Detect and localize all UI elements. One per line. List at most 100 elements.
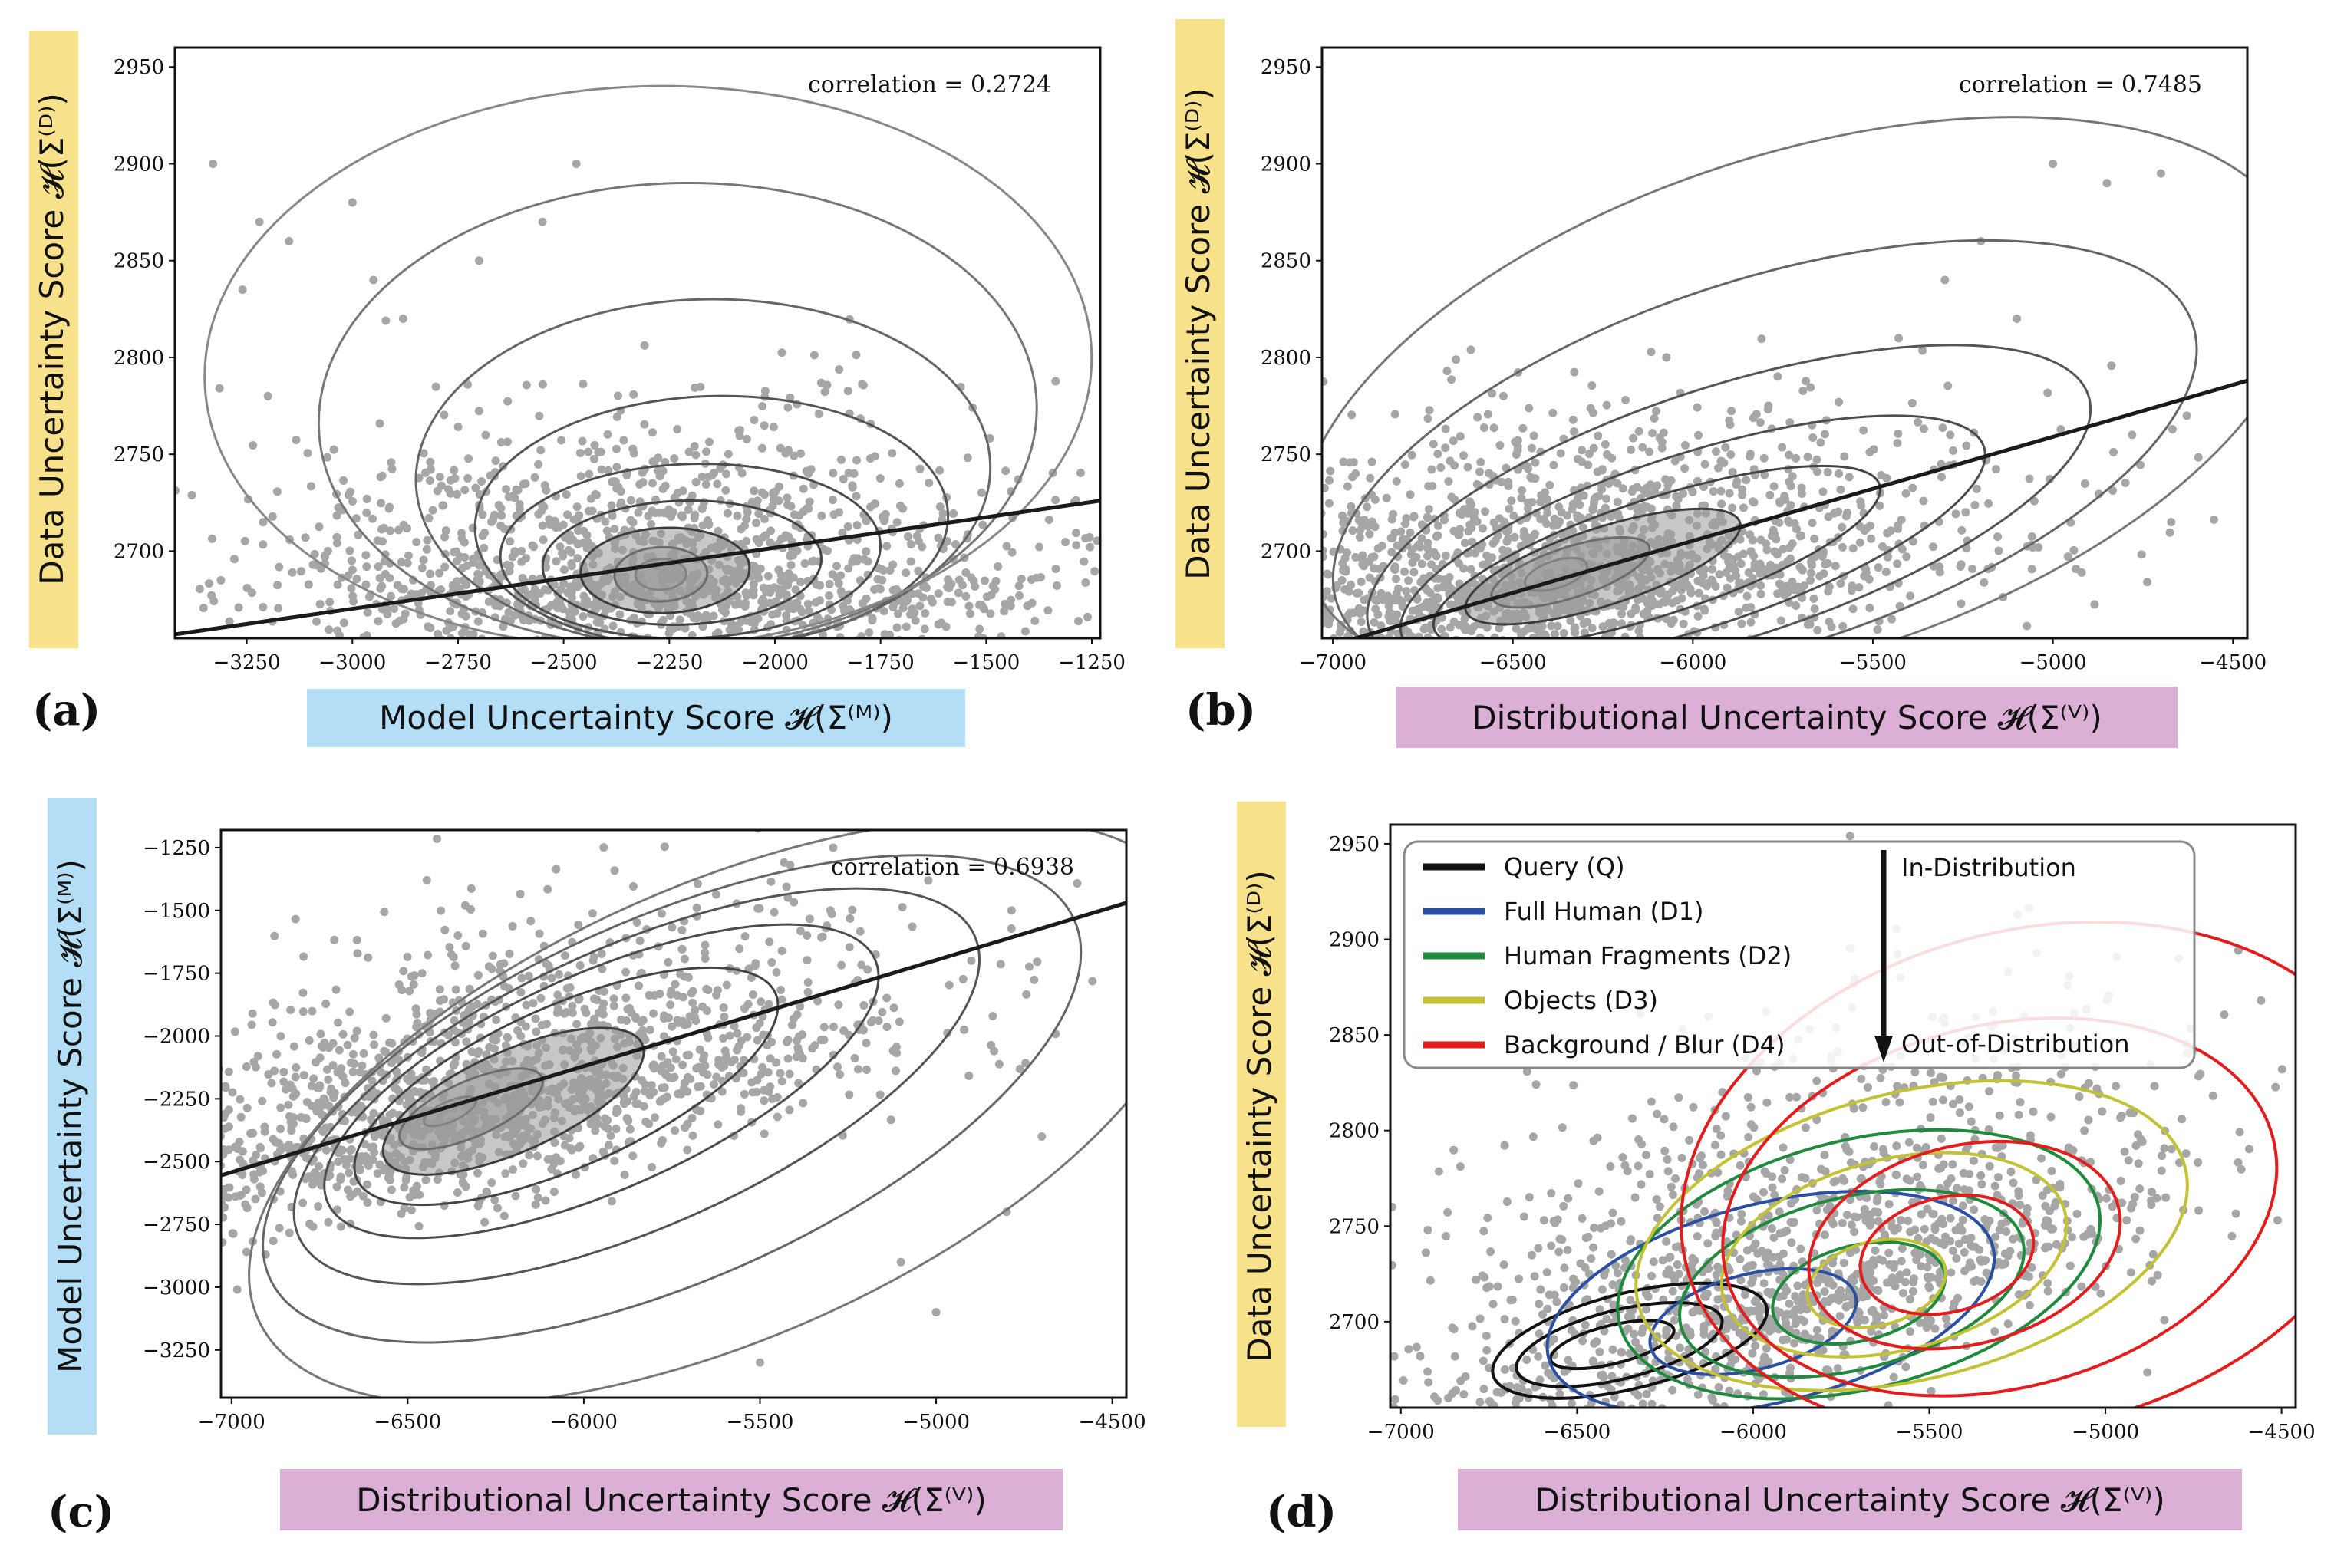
data-point <box>532 635 541 644</box>
data-point <box>485 1043 493 1052</box>
data-point <box>101 1185 110 1194</box>
data-point <box>2329 466 2338 474</box>
data-point <box>492 1016 500 1024</box>
data-point <box>1813 626 1821 634</box>
data-point <box>25 1049 33 1057</box>
data-point <box>785 576 793 585</box>
data-point <box>731 601 740 609</box>
data-point <box>305 1036 314 1045</box>
data-point <box>1404 576 1413 585</box>
data-point <box>248 1020 256 1029</box>
data-point <box>509 922 517 931</box>
data-point <box>823 547 832 555</box>
data-point <box>734 512 742 520</box>
data-point <box>766 1054 774 1062</box>
data-point <box>1243 580 1251 588</box>
data-point <box>770 908 779 917</box>
data-point <box>949 509 958 518</box>
data-point <box>377 473 385 481</box>
data-point <box>1551 644 1560 652</box>
data-point <box>1597 670 1606 679</box>
data-point <box>760 1130 769 1138</box>
data-point <box>826 580 834 588</box>
data-point <box>1233 617 1241 625</box>
data-point <box>1894 430 1902 438</box>
data-point <box>440 995 448 1003</box>
data-point <box>1680 464 1689 473</box>
data-point <box>832 574 841 582</box>
data-point <box>1612 657 1620 666</box>
data-point <box>1584 461 1592 469</box>
data-point <box>829 469 837 477</box>
data-point <box>632 1088 641 1096</box>
data-point <box>447 476 455 485</box>
data-point <box>1225 605 1234 614</box>
data-point <box>646 1026 654 1034</box>
data-point <box>235 603 243 611</box>
data-point <box>686 498 694 506</box>
data-point <box>631 1014 640 1023</box>
data-point <box>661 842 669 851</box>
data-point <box>522 1001 530 1010</box>
data-point <box>582 1009 590 1017</box>
data-point <box>918 639 927 647</box>
data-point <box>2028 565 2036 573</box>
data-point <box>609 994 618 1003</box>
data-point <box>801 559 809 568</box>
data-point <box>916 465 925 473</box>
data-point <box>1255 592 1264 601</box>
data-point <box>704 986 713 994</box>
data-point <box>671 980 679 988</box>
data-point <box>1420 625 1429 634</box>
data-point <box>1653 481 1661 489</box>
data-point <box>368 515 377 523</box>
data-point <box>773 1112 782 1121</box>
xtick-label: −2250 <box>635 651 703 674</box>
data-point <box>895 479 904 488</box>
data-point <box>298 1199 307 1207</box>
data-point <box>460 539 469 547</box>
data-point <box>1271 650 1279 658</box>
data-point <box>1574 495 1582 503</box>
data-point <box>552 557 561 565</box>
data-point <box>211 1103 219 1112</box>
data-point <box>1401 460 1409 469</box>
data-point <box>784 532 793 541</box>
data-point <box>898 903 907 911</box>
data-point <box>1648 596 1657 604</box>
data-point <box>882 542 891 550</box>
data-point <box>1306 585 1314 593</box>
data-point <box>438 502 447 510</box>
data-point <box>475 256 483 265</box>
data-point <box>1291 632 1300 641</box>
data-point <box>360 1049 368 1058</box>
data-point <box>1159 606 1167 614</box>
data-point <box>1307 566 1316 575</box>
data-point <box>576 961 585 970</box>
data-point <box>1254 621 1263 629</box>
data-point <box>701 948 709 957</box>
data-point <box>236 1095 244 1104</box>
data-point <box>1620 647 1629 656</box>
data-point <box>649 1010 658 1018</box>
data-point <box>927 595 935 603</box>
data-point <box>186 1238 194 1247</box>
data-point <box>1658 444 1667 453</box>
ytick-label: 2800 <box>1261 347 1311 370</box>
data-point <box>1541 641 1550 650</box>
data-point <box>1865 604 1874 612</box>
data-point <box>837 456 846 464</box>
data-point <box>1957 526 1966 535</box>
data-point <box>753 496 762 505</box>
data-point <box>453 577 461 585</box>
data-point <box>628 1151 637 1160</box>
data-point <box>1267 657 1275 665</box>
data-point <box>165 992 173 1000</box>
data-point <box>2109 448 2118 456</box>
data-point <box>81 525 90 534</box>
data-point <box>313 1083 321 1092</box>
data-point <box>585 470 593 479</box>
data-point <box>915 601 924 610</box>
data-point <box>776 1069 784 1077</box>
data-point <box>275 563 283 572</box>
